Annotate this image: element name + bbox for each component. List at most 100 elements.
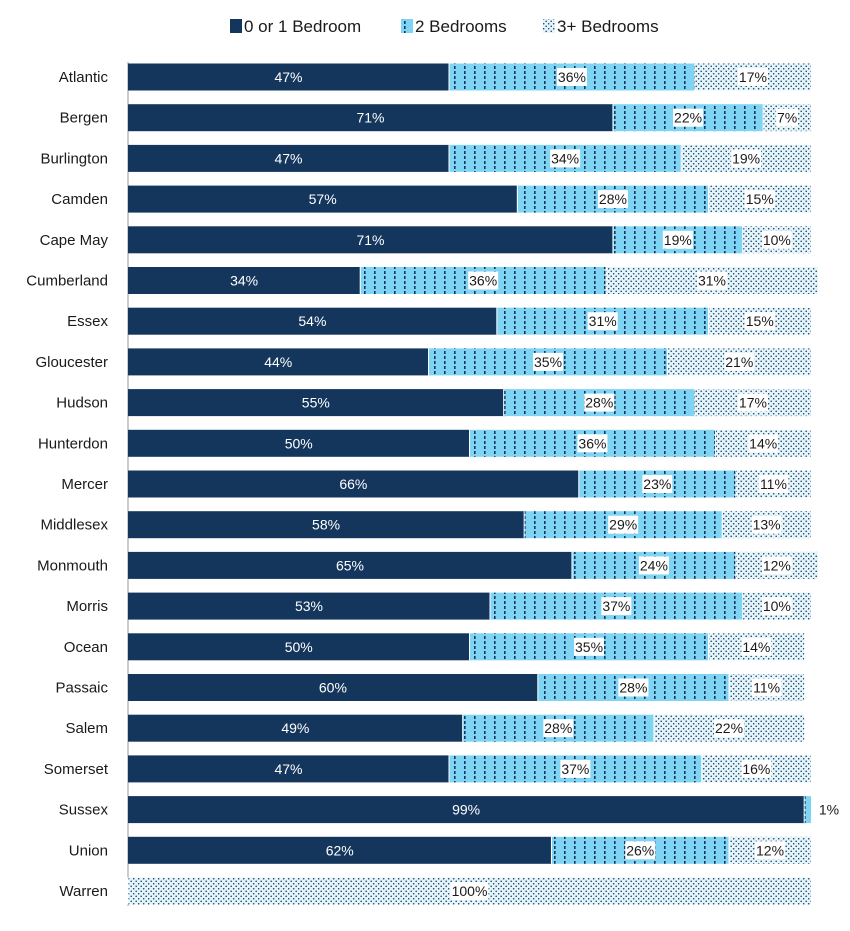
data-label-somerset-2-bedrooms: 37%	[561, 761, 589, 777]
data-label-bg-bergen-3-bedrooms	[776, 108, 799, 127]
legend-label-2-bedrooms: 2 Bedrooms	[415, 17, 507, 36]
data-label-monmouth-2-bedrooms: 24%	[640, 557, 668, 573]
data-label-warren-3-bedrooms: 100%	[452, 883, 488, 899]
data-label-gloucester-2-bedrooms: 35%	[534, 354, 562, 370]
bar-sussex-2-bedrooms	[804, 796, 811, 824]
legend-swatch-0-or-1-bedroom	[230, 19, 242, 33]
data-label-camden-0-or-1-bedroom: 57%	[309, 191, 337, 207]
category-label-mercer: Mercer	[61, 476, 108, 493]
data-label-bg-essex-3-bedrooms	[744, 312, 775, 331]
data-label-bg-burlington-3-bedrooms	[731, 149, 762, 168]
data-label-hunterdon-3-bedrooms: 14%	[749, 435, 777, 451]
data-label-bg-essex-2-bedrooms	[587, 312, 618, 331]
data-label-somerset-3-bedrooms: 16%	[742, 761, 770, 777]
data-label-cumberland-0-or-1-bedroom: 34%	[230, 273, 258, 289]
data-label-bg-atlantic-2-bedrooms	[556, 68, 587, 86]
data-label-hudson-2-bedrooms: 28%	[585, 395, 613, 411]
category-label-somerset: Somerset	[44, 761, 109, 778]
data-label-gloucester-3-bedrooms: 21%	[725, 354, 753, 370]
data-label-bg-hunterdon-2-bedrooms	[577, 434, 608, 453]
data-label-hudson-3-bedrooms: 17%	[739, 395, 767, 411]
category-label-ocean: Ocean	[64, 639, 108, 656]
data-label-hunterdon-2-bedrooms: 36%	[578, 435, 606, 451]
bar-sussex-0-or-1-bedroom	[128, 796, 805, 824]
data-label-camden-3-bedrooms: 15%	[746, 191, 774, 207]
bar-essex-0-or-1-bedroom	[128, 307, 497, 335]
data-label-atlantic-3-bedrooms: 17%	[739, 69, 767, 85]
data-label-bg-atlantic-3-bedrooms	[737, 68, 768, 86]
data-label-bg-cumberland-3-bedrooms	[696, 271, 727, 290]
data-label-bg-passaic-2-bedrooms	[618, 678, 649, 697]
data-label-passaic-3-bedrooms: 11%	[753, 680, 780, 696]
data-label-sussex-2-bedrooms: 1%	[819, 802, 839, 818]
legend-swatch-2-bedrooms	[401, 19, 413, 33]
data-label-ocean-2-bedrooms: 35%	[575, 639, 603, 655]
data-label-bg-morris-2-bedrooms	[601, 597, 632, 616]
data-label-bergen-0-or-1-bedroom: 71%	[356, 110, 384, 126]
bar-monmouth-0-or-1-bedroom	[128, 551, 572, 579]
bar-passaic-0-or-1-bedroom	[128, 674, 538, 701]
bar-union-0-or-1-bedroom	[128, 836, 552, 864]
data-label-bg-warren-3-bedrooms	[450, 882, 489, 900]
data-label-mercer-3-bedrooms: 11%	[760, 476, 787, 492]
data-label-bg-monmouth-3-bedrooms	[761, 556, 792, 575]
bar-burlington-0-or-1-bedroom	[128, 144, 450, 172]
category-label-camden: Camden	[51, 191, 108, 208]
data-label-bg-mercer-2-bedrooms	[642, 475, 673, 493]
legend-label-3-bedrooms: 3+ Bedrooms	[557, 17, 659, 36]
data-label-salem-2-bedrooms: 28%	[544, 720, 572, 736]
data-label-union-3-bedrooms: 12%	[756, 842, 784, 858]
bar-cumberland-0-or-1-bedroom	[128, 267, 361, 294]
bar-ocean-0-or-1-bedroom	[128, 633, 470, 661]
legend-swatch-3-bedrooms	[543, 19, 555, 33]
data-label-burlington-3-bedrooms: 19%	[732, 150, 760, 166]
bar-hudson-0-or-1-bedroom	[128, 389, 504, 417]
category-label-warren: Warren	[59, 883, 108, 900]
data-label-cape-may-0-or-1-bedroom: 71%	[356, 232, 384, 248]
data-label-hunterdon-0-or-1-bedroom: 50%	[285, 435, 313, 451]
data-label-bg-somerset-2-bedrooms	[560, 759, 591, 778]
data-label-mercer-0-or-1-bedroom: 66%	[339, 476, 367, 492]
category-label-cape-may: Cape May	[40, 232, 109, 249]
data-label-bg-cape-may-3-bedrooms	[761, 230, 792, 249]
bar-mercer-0-or-1-bedroom	[128, 470, 579, 498]
data-label-morris-3-bedrooms: 10%	[763, 598, 791, 614]
bar-morris-0-or-1-bedroom	[128, 592, 490, 620]
data-label-monmouth-3-bedrooms: 12%	[763, 557, 791, 573]
data-label-bg-passaic-3-bedrooms	[751, 678, 782, 697]
category-label-middlesex: Middlesex	[40, 517, 108, 534]
data-label-passaic-0-or-1-bedroom: 60%	[319, 680, 347, 696]
category-label-union: Union	[69, 842, 108, 859]
data-label-bg-middlesex-3-bedrooms	[751, 515, 782, 534]
data-label-sussex-0-or-1-bedroom: 99%	[452, 802, 480, 818]
category-label-burlington: Burlington	[40, 150, 108, 167]
data-label-somerset-0-or-1-bedroom: 47%	[274, 761, 302, 777]
category-label-passaic: Passaic	[55, 680, 108, 697]
data-label-monmouth-0-or-1-bedroom: 65%	[336, 557, 364, 573]
bar-hunterdon-0-or-1-bedroom	[128, 429, 470, 457]
data-label-bg-mercer-3-bedrooms	[758, 475, 789, 493]
data-label-bg-gloucester-3-bedrooms	[724, 352, 755, 371]
data-label-burlington-2-bedrooms: 34%	[551, 150, 579, 166]
category-label-bergen: Bergen	[60, 110, 108, 127]
data-label-cape-may-2-bedrooms: 19%	[664, 232, 692, 248]
data-label-bg-cumberland-2-bedrooms	[468, 271, 499, 290]
bar-atlantic-0-or-1-bedroom	[128, 63, 450, 91]
data-label-bg-salem-2-bedrooms	[543, 719, 574, 738]
category-label-salem: Salem	[65, 720, 108, 737]
data-label-passaic-2-bedrooms: 28%	[619, 680, 647, 696]
data-label-bg-camden-2-bedrooms	[597, 190, 628, 209]
data-label-salem-0-or-1-bedroom: 49%	[281, 720, 309, 736]
data-label-gloucester-0-or-1-bedroom: 44%	[264, 354, 292, 370]
legend: 0 or 1 Bedroom 2 Bedrooms 3+ Bedrooms	[230, 17, 659, 36]
data-label-camden-2-bedrooms: 28%	[599, 191, 627, 207]
data-label-bg-camden-3-bedrooms	[744, 190, 775, 209]
data-label-middlesex-2-bedrooms: 29%	[609, 517, 637, 533]
data-label-cape-may-3-bedrooms: 10%	[763, 232, 791, 248]
plot-area: Atlantic 47% 36% 17% Bergen 71% 22% 7% Burlingto…	[26, 62, 839, 906]
data-label-atlantic-2-bedrooms: 36%	[558, 69, 586, 85]
category-label-monmouth: Monmouth	[37, 557, 108, 574]
data-label-bg-middlesex-2-bedrooms	[608, 515, 639, 534]
data-label-atlantic-0-or-1-bedroom: 47%	[274, 69, 302, 85]
data-label-bg-somerset-3-bedrooms	[741, 759, 772, 778]
